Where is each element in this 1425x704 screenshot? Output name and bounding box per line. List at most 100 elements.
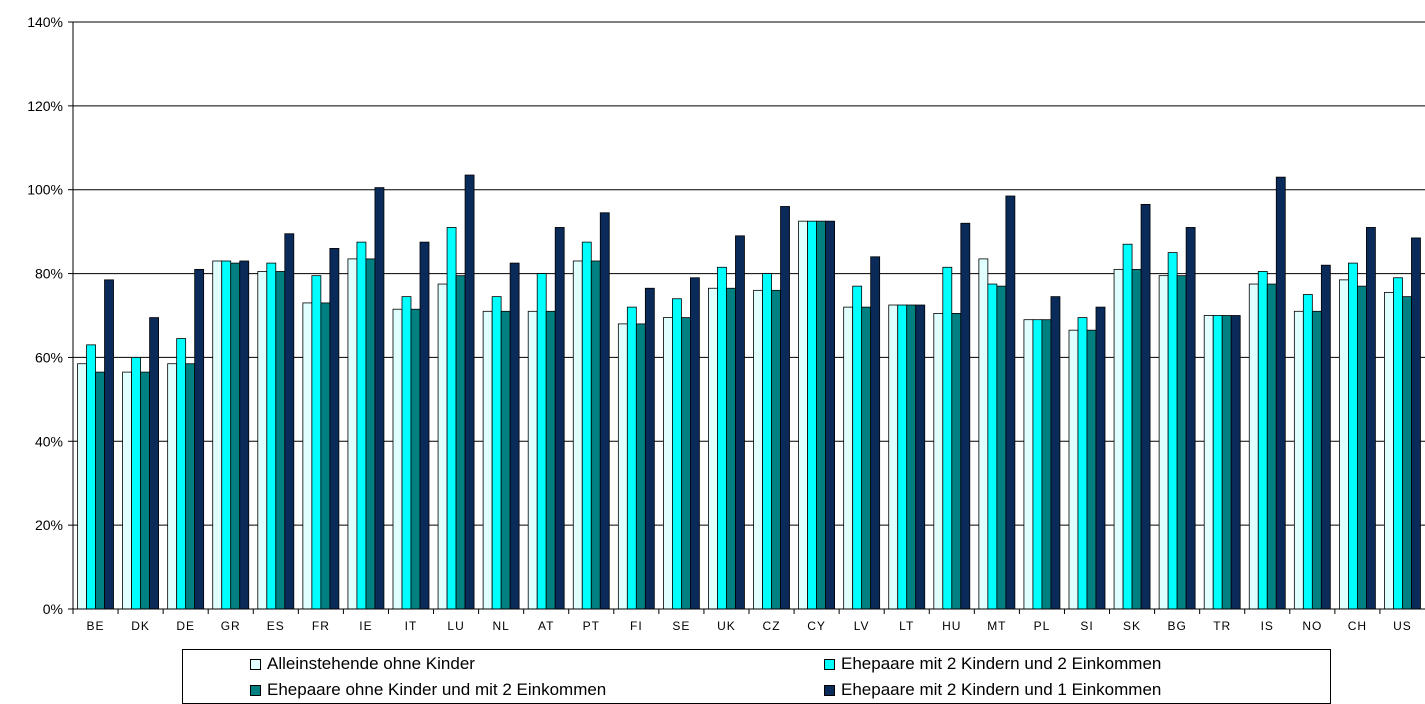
x-tick-label: CY (807, 619, 826, 633)
bar (960, 222, 971, 610)
bar (410, 308, 421, 610)
bar (672, 298, 682, 610)
x-tick-label: TR (1213, 619, 1231, 633)
bar (942, 266, 953, 610)
x-tick-label: BE (87, 619, 105, 633)
x-tick-label: ES (267, 619, 285, 633)
x-tick-label: IE (359, 619, 372, 633)
legend-label: Ehepaare mit 2 Kindern und 2 Einkommen (841, 654, 1162, 673)
x-tick-label: SI (1080, 619, 1093, 633)
bar (176, 338, 187, 610)
bar (590, 260, 601, 610)
bar (347, 258, 358, 610)
legend-label: Ehepaare ohne Kinder und mit 2 Einkommen (267, 680, 607, 699)
bar (545, 310, 556, 610)
bar (257, 271, 268, 610)
bar (753, 289, 763, 610)
bar (1158, 275, 1169, 610)
x-tick-label: US (1393, 619, 1412, 633)
x-tick-label: GR (221, 619, 241, 633)
x-tick-label: BG (1167, 619, 1186, 633)
bar (852, 285, 863, 610)
bar (1113, 268, 1124, 610)
y-tick-label: 80% (35, 266, 63, 282)
bar (1068, 329, 1079, 610)
bar (771, 289, 781, 610)
bar (266, 262, 277, 610)
bar (1402, 296, 1412, 610)
bar (1302, 294, 1313, 610)
bar (581, 241, 592, 610)
bar (843, 306, 854, 610)
bar (1077, 317, 1088, 610)
bar (239, 260, 250, 610)
x-tick-label: CH (1348, 619, 1367, 633)
y-tick-label: 100% (27, 182, 63, 198)
bar (1122, 243, 1133, 610)
bar (509, 262, 520, 610)
x-tick-label: SE (672, 619, 690, 633)
bar (419, 241, 430, 610)
y-tick-label: 20% (35, 517, 63, 533)
y-tick-label: 140% (27, 14, 63, 30)
bar (987, 283, 998, 610)
legend-swatch (250, 684, 261, 696)
bar (726, 287, 736, 610)
bar (122, 371, 132, 610)
bar (1131, 268, 1142, 610)
bar (1275, 176, 1286, 610)
bar (825, 220, 835, 610)
bar (167, 363, 178, 610)
bar (1293, 310, 1304, 610)
bar (374, 187, 385, 610)
bar (1041, 319, 1052, 610)
bar (897, 304, 908, 610)
bar (1095, 306, 1106, 610)
bar (1357, 285, 1367, 610)
bar (194, 268, 205, 610)
bar (1311, 310, 1322, 610)
bar (329, 248, 340, 610)
bar (500, 310, 511, 610)
bar (572, 260, 583, 610)
bar (1005, 195, 1016, 610)
bar (690, 277, 700, 610)
y-tick-label: 120% (27, 98, 63, 114)
bar (906, 304, 917, 610)
legend-label: Alleinstehende ohne Kinder (267, 654, 475, 673)
bar (626, 306, 637, 610)
y-tick-label: 0% (43, 601, 63, 617)
x-tick-label: CZ (763, 619, 781, 633)
bar (1266, 283, 1277, 610)
bar (888, 304, 899, 610)
y-axis-tick-labels: 0% 20% 40% 60% 80% 100% 120% 140% (27, 14, 63, 617)
bar (798, 220, 808, 610)
x-tick-label: LT (899, 619, 914, 633)
x-tick-label: PL (1034, 619, 1051, 633)
bar (735, 235, 745, 610)
bar (644, 287, 655, 610)
x-tick-label: IT (405, 619, 418, 633)
bar (437, 283, 448, 610)
legend-swatch (824, 658, 835, 670)
legend-swatch (824, 684, 835, 696)
x-tick-label: MT (987, 619, 1006, 633)
x-tick-label: HU (942, 619, 961, 633)
bar (1257, 271, 1268, 610)
x-tick-label: DK (131, 619, 150, 633)
x-tick-label: PT (583, 619, 600, 633)
legend-item-alleinstehende: Alleinstehende ohne Kinder (250, 654, 475, 674)
bar (149, 317, 160, 610)
bar (933, 313, 944, 610)
x-tick-label: LV (854, 619, 870, 633)
bar (86, 344, 96, 610)
bar (95, 371, 105, 610)
bar (320, 302, 331, 610)
bar (482, 310, 493, 610)
bar (356, 241, 367, 610)
bar (1203, 315, 1214, 610)
bar (861, 306, 872, 610)
x-tick-label: IS (1261, 619, 1274, 633)
bar (617, 323, 628, 610)
bar (1366, 227, 1376, 610)
